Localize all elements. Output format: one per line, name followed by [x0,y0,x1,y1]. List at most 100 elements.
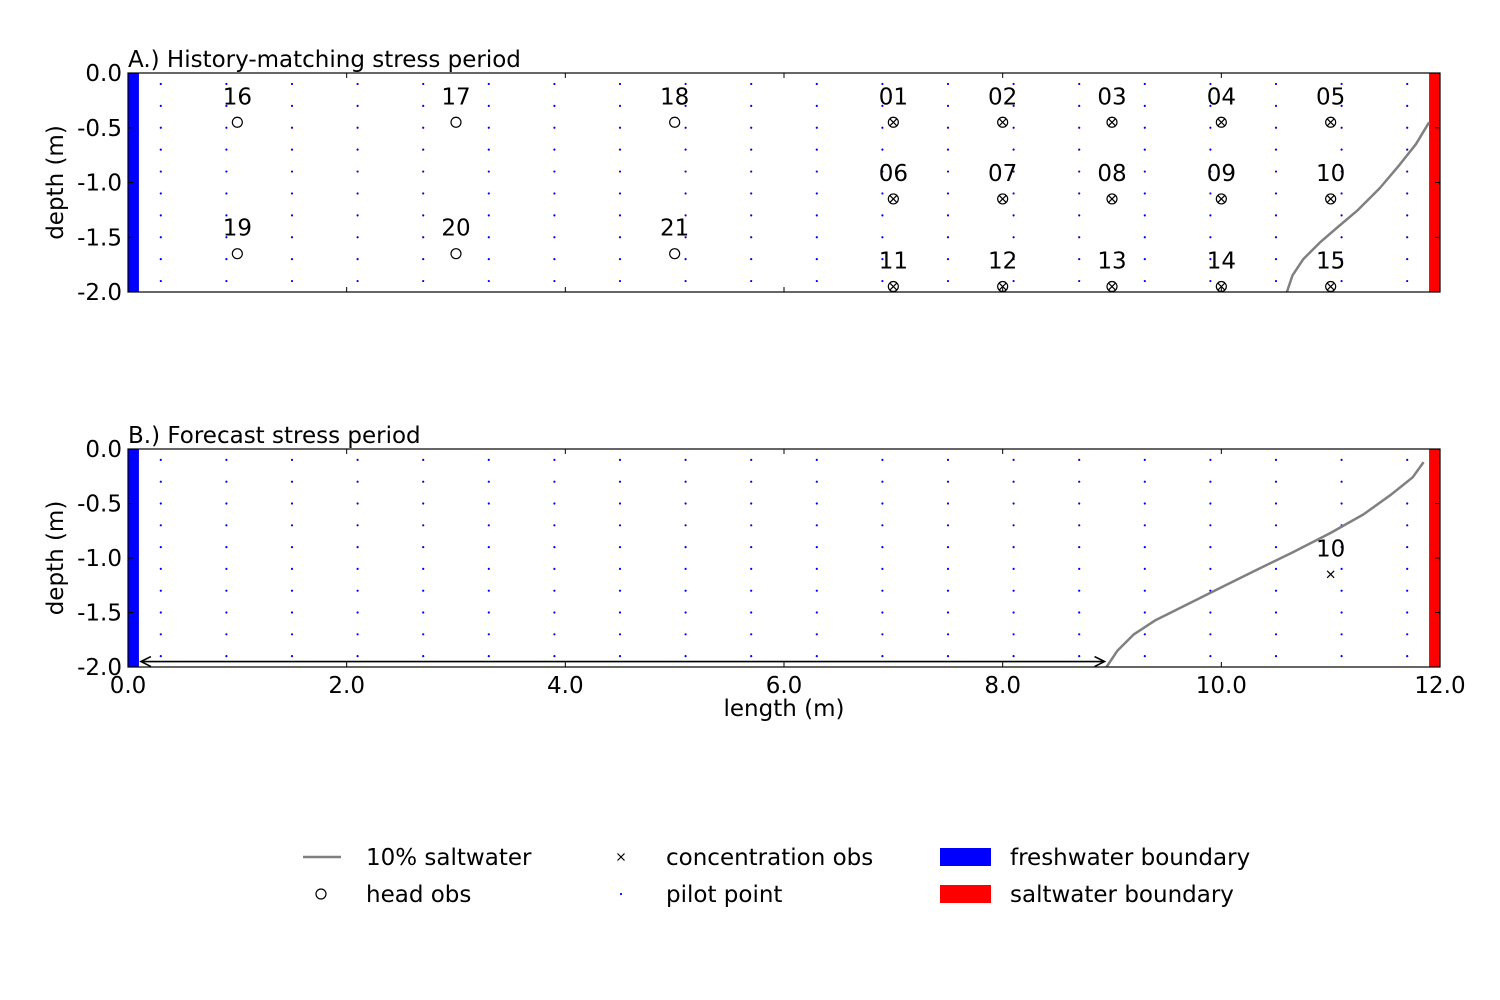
freshwater-boundary [128,73,139,292]
legend-patch-icon [940,885,991,903]
pilot-point [487,82,490,86]
pilot-point [946,236,950,239]
pilot-point [1209,546,1212,549]
concentration-obs-x [889,282,898,291]
pilot-point [946,104,950,107]
pilot-point [422,104,425,107]
pilot-point [881,104,884,107]
pilot-point [553,170,556,173]
pilot-point [356,279,359,283]
pilot-point [618,524,622,527]
y-tick-label: -1.5 [77,601,122,627]
obs-label: 10 [1316,536,1345,562]
pilot-point [1143,458,1146,461]
pilot-point [225,214,228,217]
pilot-point [487,170,490,173]
pilot-point [1340,192,1343,195]
pilot-point [422,236,425,239]
obs-label: 16 [223,84,252,110]
pilot-point [487,258,490,261]
pilot-point [946,126,950,129]
concentration-obs-x [1108,195,1116,203]
x-tick-label: 0.0 [110,673,147,699]
pilot-point [1209,192,1212,195]
legend-label: saltwater boundary [1010,882,1234,908]
pilot-point [881,214,884,217]
pilot-point [1406,546,1409,549]
pilot-point [946,192,950,195]
pilot-point [290,611,294,614]
pilot-point [1406,104,1409,107]
pilot-point [618,104,622,107]
pilot-point [1012,192,1015,195]
pilot-point [290,589,294,592]
pilot-point [750,611,753,614]
head-obs-circle [997,116,1009,128]
y-tick-label: -1.5 [77,225,122,251]
pilot-point [356,258,359,261]
pilot-point [1406,589,1409,592]
pilot-point [356,546,359,549]
arrow-head-right [1094,655,1107,668]
pilot-point [1406,502,1409,505]
head-obs-marker [450,116,462,128]
pilot-point [881,524,884,527]
concentration-obs-x [889,195,898,203]
pilot-point [1143,655,1146,658]
pilot-point [225,458,228,461]
head-obs-circle [1106,193,1118,205]
pilot-point [1406,214,1409,217]
pilot-point [1143,148,1146,151]
pilot-point [618,170,622,173]
pilot-point [553,126,556,129]
pilot-point [553,148,556,151]
pilot-point [290,148,294,151]
head-concentration-obs-marker [997,193,1009,205]
pilot-point [1406,126,1409,129]
pilot-point [1406,148,1409,151]
y-tick-label: -0.5 [77,492,122,518]
pilot-point [684,170,687,173]
panel-a: 16 17 18 19 20 21 01 02 03 04 05 06 07 08 09 10 11 12 13 14… [43,47,1441,306]
pilot-point [815,480,818,483]
pilot-point [1143,611,1146,614]
obs-label: 08 [1097,161,1126,187]
pilot-point [1406,279,1409,283]
x-tick-label: 10.0 [1196,673,1247,699]
x-tick-label: 2.0 [328,673,365,699]
pilot-point [1340,546,1343,549]
pilot-point [1274,148,1278,151]
obs-label: 01 [879,84,908,110]
y-tick-label: 0.0 [85,437,122,463]
pilot-point [1143,502,1146,505]
y-tick-label: -2.0 [77,280,122,306]
pilot-point [1340,655,1343,658]
saltwater-10pct-line [1285,121,1431,293]
pilot-point [815,546,818,549]
pilot-point [1406,524,1409,527]
pilot-point [487,236,490,239]
pilot-point [946,82,950,86]
pilot-point [487,480,490,483]
pilot-point [1340,258,1343,261]
concentration-obs-x [1326,282,1335,291]
pilot-point [815,655,818,658]
pilot-point [618,214,622,217]
pilot-point [946,546,950,549]
pilot-point [881,258,884,261]
pilot-point [618,502,622,505]
pilot-point [618,126,622,129]
pilot-point [618,633,622,636]
pilot-point [1012,480,1015,483]
pilot-point [946,633,950,636]
pilot-point [553,567,556,571]
pilot-point [290,633,294,636]
pilot-point [290,192,294,195]
legend-label: head obs [366,882,471,908]
pilot-point [1209,480,1212,483]
pilot-point [225,104,228,107]
pilot-point [159,567,162,571]
pilot-point [159,546,162,549]
freshwater-boundary [128,449,139,667]
pilot-point [225,258,228,261]
